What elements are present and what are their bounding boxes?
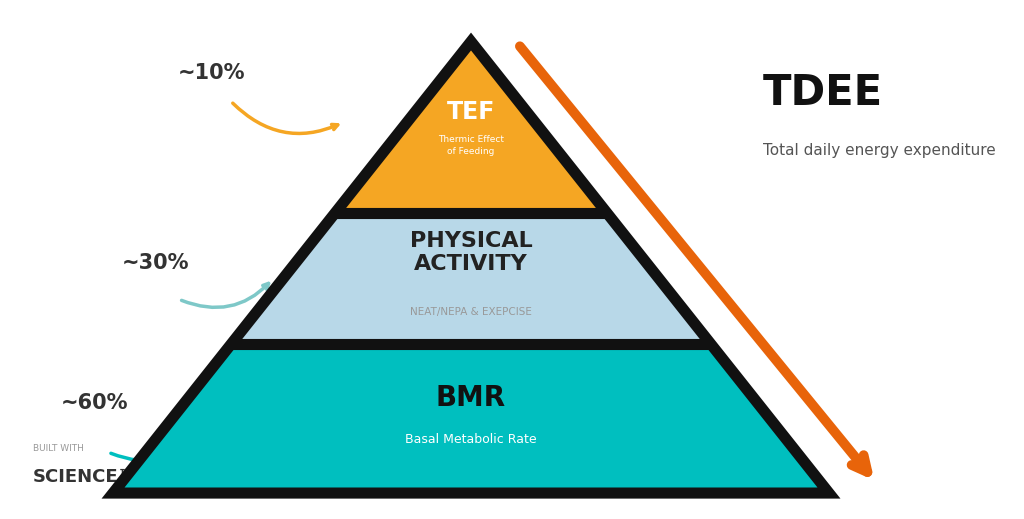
Text: ~30%: ~30% — [122, 253, 189, 273]
Text: BUILT WITH: BUILT WITH — [33, 444, 84, 454]
Text: NEAT/NEPA & EXEPCISE: NEAT/NEPA & EXEPCISE — [410, 307, 531, 317]
Text: PHYSICAL
ACTIVITY: PHYSICAL ACTIVITY — [410, 231, 532, 274]
Text: Basal Metabolic Rate: Basal Metabolic Rate — [406, 433, 537, 446]
Text: SCIENCE™: SCIENCE™ — [33, 469, 136, 486]
Polygon shape — [113, 344, 829, 493]
Text: Total daily energy expenditure: Total daily energy expenditure — [763, 143, 995, 158]
Text: BMR: BMR — [436, 384, 506, 412]
Text: Thermic Effect
of Feeding: Thermic Effect of Feeding — [438, 135, 504, 156]
Text: TDEE: TDEE — [763, 73, 883, 114]
Polygon shape — [335, 42, 607, 213]
Text: TEF: TEF — [446, 100, 496, 124]
Text: ~10%: ~10% — [178, 63, 246, 83]
Polygon shape — [231, 213, 711, 344]
Text: ~60%: ~60% — [60, 393, 128, 413]
